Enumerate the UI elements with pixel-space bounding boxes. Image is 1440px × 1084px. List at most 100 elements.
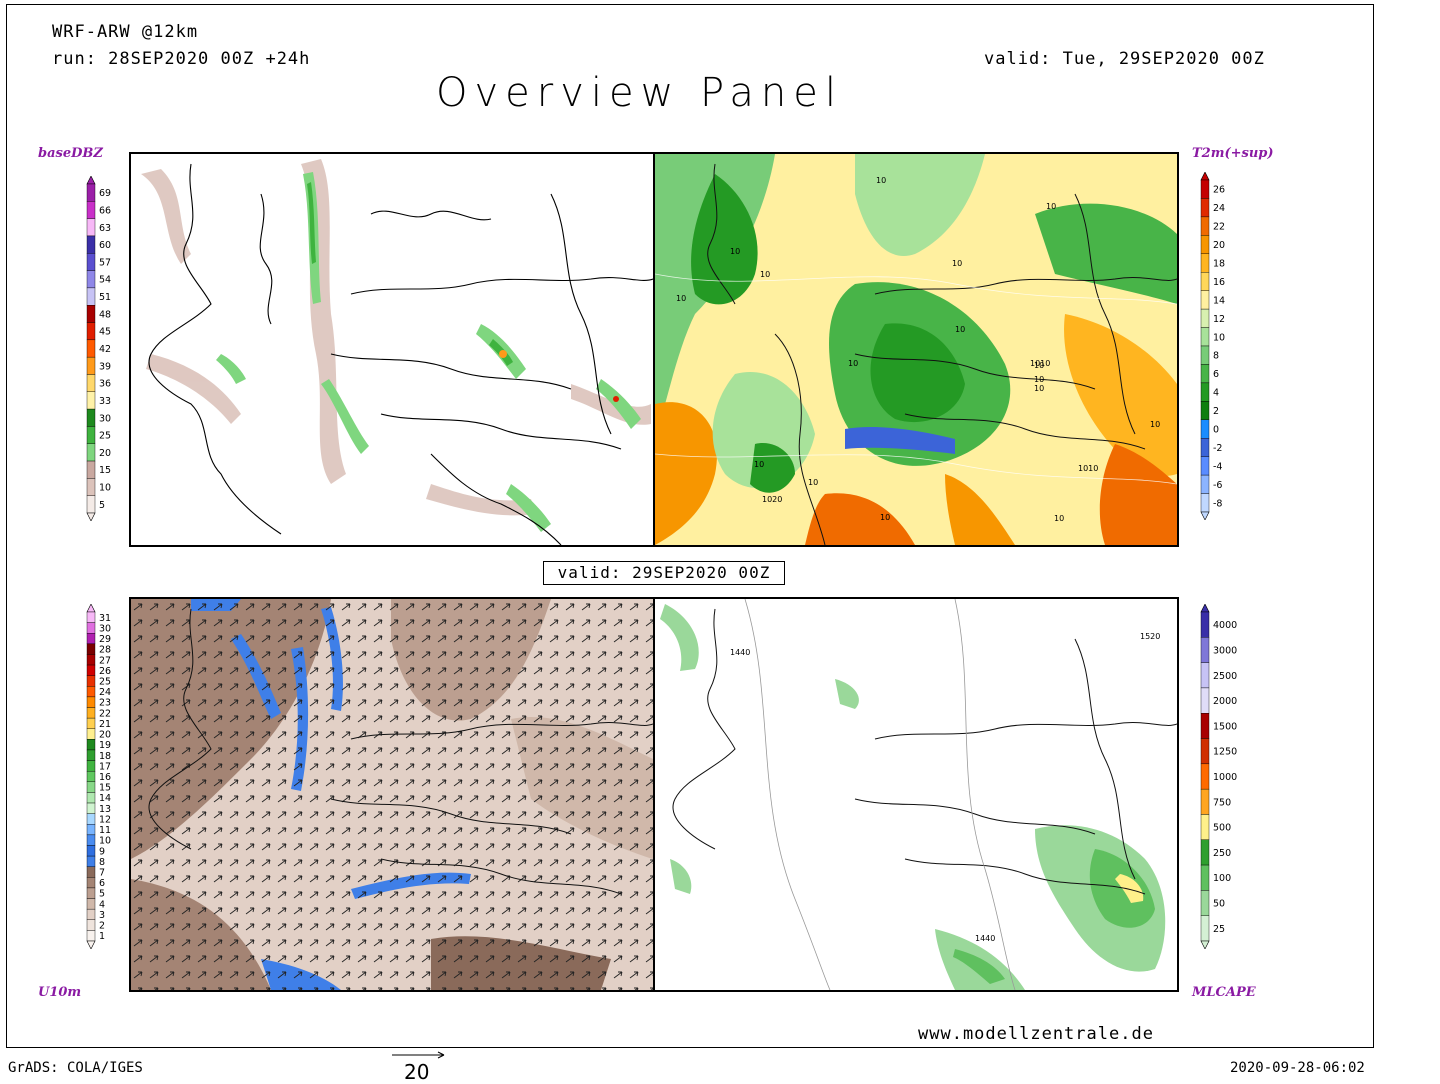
colorbar-u10m-swatch [86,792,96,804]
temperature-contour-label: 10 [754,460,765,469]
colorbar-u10m-swatch [86,633,96,645]
colorbar-u10m-tick-label: 19 [99,740,111,751]
map-panel-wind[interactable] [129,597,655,992]
colorbar-t2m-tick-label: 26 [1213,185,1225,196]
colorbar-u10m-tick-label: 10 [99,836,111,847]
colorbar-mlcape-tick-label: 250 [1213,848,1231,859]
temperature-contour-label: 10 [1150,420,1161,429]
temperature-contour-label: 10 [1046,202,1057,211]
colorbar-basedbz-swatch [86,339,96,358]
colorbar-u10m-tick-label: 7 [99,868,105,879]
colorbar-u10m-swatch [86,686,96,698]
colorbar-u10m-swatch [86,898,96,910]
colorbar-u10m-tick-label: 24 [99,687,111,698]
colorbar-u10m-tick-label: 17 [99,761,111,772]
temperature-map [655,154,1177,545]
colorbar-t2m-swatch [1200,438,1210,457]
label-basedbz: baseDBZ [38,146,103,161]
colorbar-t2m-tick-label: 0 [1213,425,1219,436]
colorbar-basedbz-tick-label: 57 [99,257,111,268]
temperature-contour-label: 10 [880,513,891,522]
colorbar-basedbz-top-arrow [86,176,96,185]
colorbar-u10m-swatch [86,749,96,761]
colorbar-basedbz-tick-label: 5 [99,500,105,511]
colorbar-mlcape-tick-label: 100 [1213,873,1231,884]
colorbar-basedbz-swatch [86,270,96,289]
map-panel-reflectivity[interactable] [129,152,655,547]
colorbar-u10m-swatch [86,845,96,857]
timestamp-label: 2020-09-28-06:02 [1230,1060,1365,1076]
map-panel-temperature[interactable] [653,152,1179,547]
colorbar-basedbz-swatch [86,356,96,375]
temperature-contour-label: 10 [952,259,963,268]
colorbar-mlcape-tick-label: 1250 [1213,747,1237,758]
colorbar-u10m-tick-label: 18 [99,751,111,762]
temperature-contour-label: 10 [1054,514,1065,523]
cape-contour-label: 1440 [730,648,751,657]
colorbar-u10m-tick-label: 14 [99,793,111,804]
colorbar-t2m-swatch [1200,253,1210,273]
colorbar-basedbz-swatch [86,460,96,479]
colorbar-u10m-swatch [86,813,96,825]
colorbar-mlcape-tick-label: 2500 [1213,671,1237,682]
colorbar-u10m-tick-label: 21 [99,719,111,730]
temperature-contour-label: 10 [760,270,771,279]
colorbar-u10m-tick-label: 26 [99,666,111,677]
colorbar-basedbz-swatch [86,443,96,462]
colorbar-t2m-tick-label: 10 [1213,332,1225,343]
colorbar-u10m-swatch [86,930,96,942]
colorbar-t2m-swatch [1200,401,1210,420]
colorbar-u10m-swatch [86,739,96,751]
colorbar-basedbz-tick-label: 69 [99,188,111,199]
label-mlcape: MLCAPE [1192,985,1256,1000]
colorbar-mlcape-tick-label: 1000 [1213,772,1237,783]
colorbar-mlcape-swatch [1200,738,1210,765]
colorbar-mlcape-tick-label: 50 [1213,899,1225,910]
colorbar-u10m-tick-label: 22 [99,708,111,719]
temperature-contour-label: 1010 [1078,464,1099,473]
colorbar-basedbz-tick-label: 36 [99,379,111,390]
colorbar-mlcape-swatch [1200,611,1210,638]
colorbar-u10m-swatch [86,887,96,899]
colorbar-u10m-swatch [86,855,96,867]
colorbar-mlcape-swatch [1200,915,1210,942]
colorbar-u10m-tick-label: 9 [99,846,105,857]
colorbar-u10m-swatch [86,866,96,878]
colorbar-t2m-tick-label: 14 [1213,295,1225,306]
colorbar-t2m-swatch [1200,493,1210,513]
colorbar-basedbz-tick-label: 45 [99,327,111,338]
colorbar-basedbz-bottom-arrow [86,512,96,521]
colorbar-u10m-swatch [86,707,96,719]
colorbar-u10m-tick-label: 13 [99,804,111,815]
colorbar-u10m-swatch [86,728,96,740]
colorbar-mlcape-tick-label: 500 [1213,823,1231,834]
colorbar-t2m-swatch [1200,474,1210,494]
label-t2m: T2m(+sup) [1192,146,1274,161]
colorbar-basedbz-tick-label: 39 [99,361,111,372]
colorbar-u10m-top-arrow [86,604,96,613]
colorbar-u10m: 3130292827262524232221201918171615141312… [86,604,111,949]
colorbar-basedbz-swatch [86,253,96,271]
colorbar-basedbz-swatch [86,426,96,444]
colorbar-t2m-swatch [1200,290,1210,310]
colorbar-t2m-swatch [1200,198,1210,218]
colorbar-u10m-tick-label: 1 [99,931,105,942]
colorbar-u10m-tick-label: 15 [99,783,111,794]
label-u10m: U10m [38,985,82,1000]
map-panel-cape[interactable] [653,597,1179,992]
colorbar-basedbz-tick-label: 30 [99,413,111,424]
temperature-contour-label: 10 [848,359,859,368]
colorbar-u10m-swatch [86,622,96,634]
colorbar-t2m-swatch [1200,272,1210,291]
colorbar-t2m-tick-label: -4 [1213,461,1222,472]
colorbar-t2m-swatch [1200,216,1210,236]
colorbar-basedbz-tick-label: 10 [99,483,111,494]
colorbar-basedbz-swatch [86,478,96,496]
colorbar-u10m-tick-label: 30 [99,623,111,634]
cape-map [655,599,1177,990]
colorbar-u10m-swatch [86,664,96,676]
colorbar-u10m-swatch [86,770,96,783]
colorbar-basedbz-swatch [86,183,96,202]
colorbar-mlcape-tick-label: 25 [1213,924,1225,935]
